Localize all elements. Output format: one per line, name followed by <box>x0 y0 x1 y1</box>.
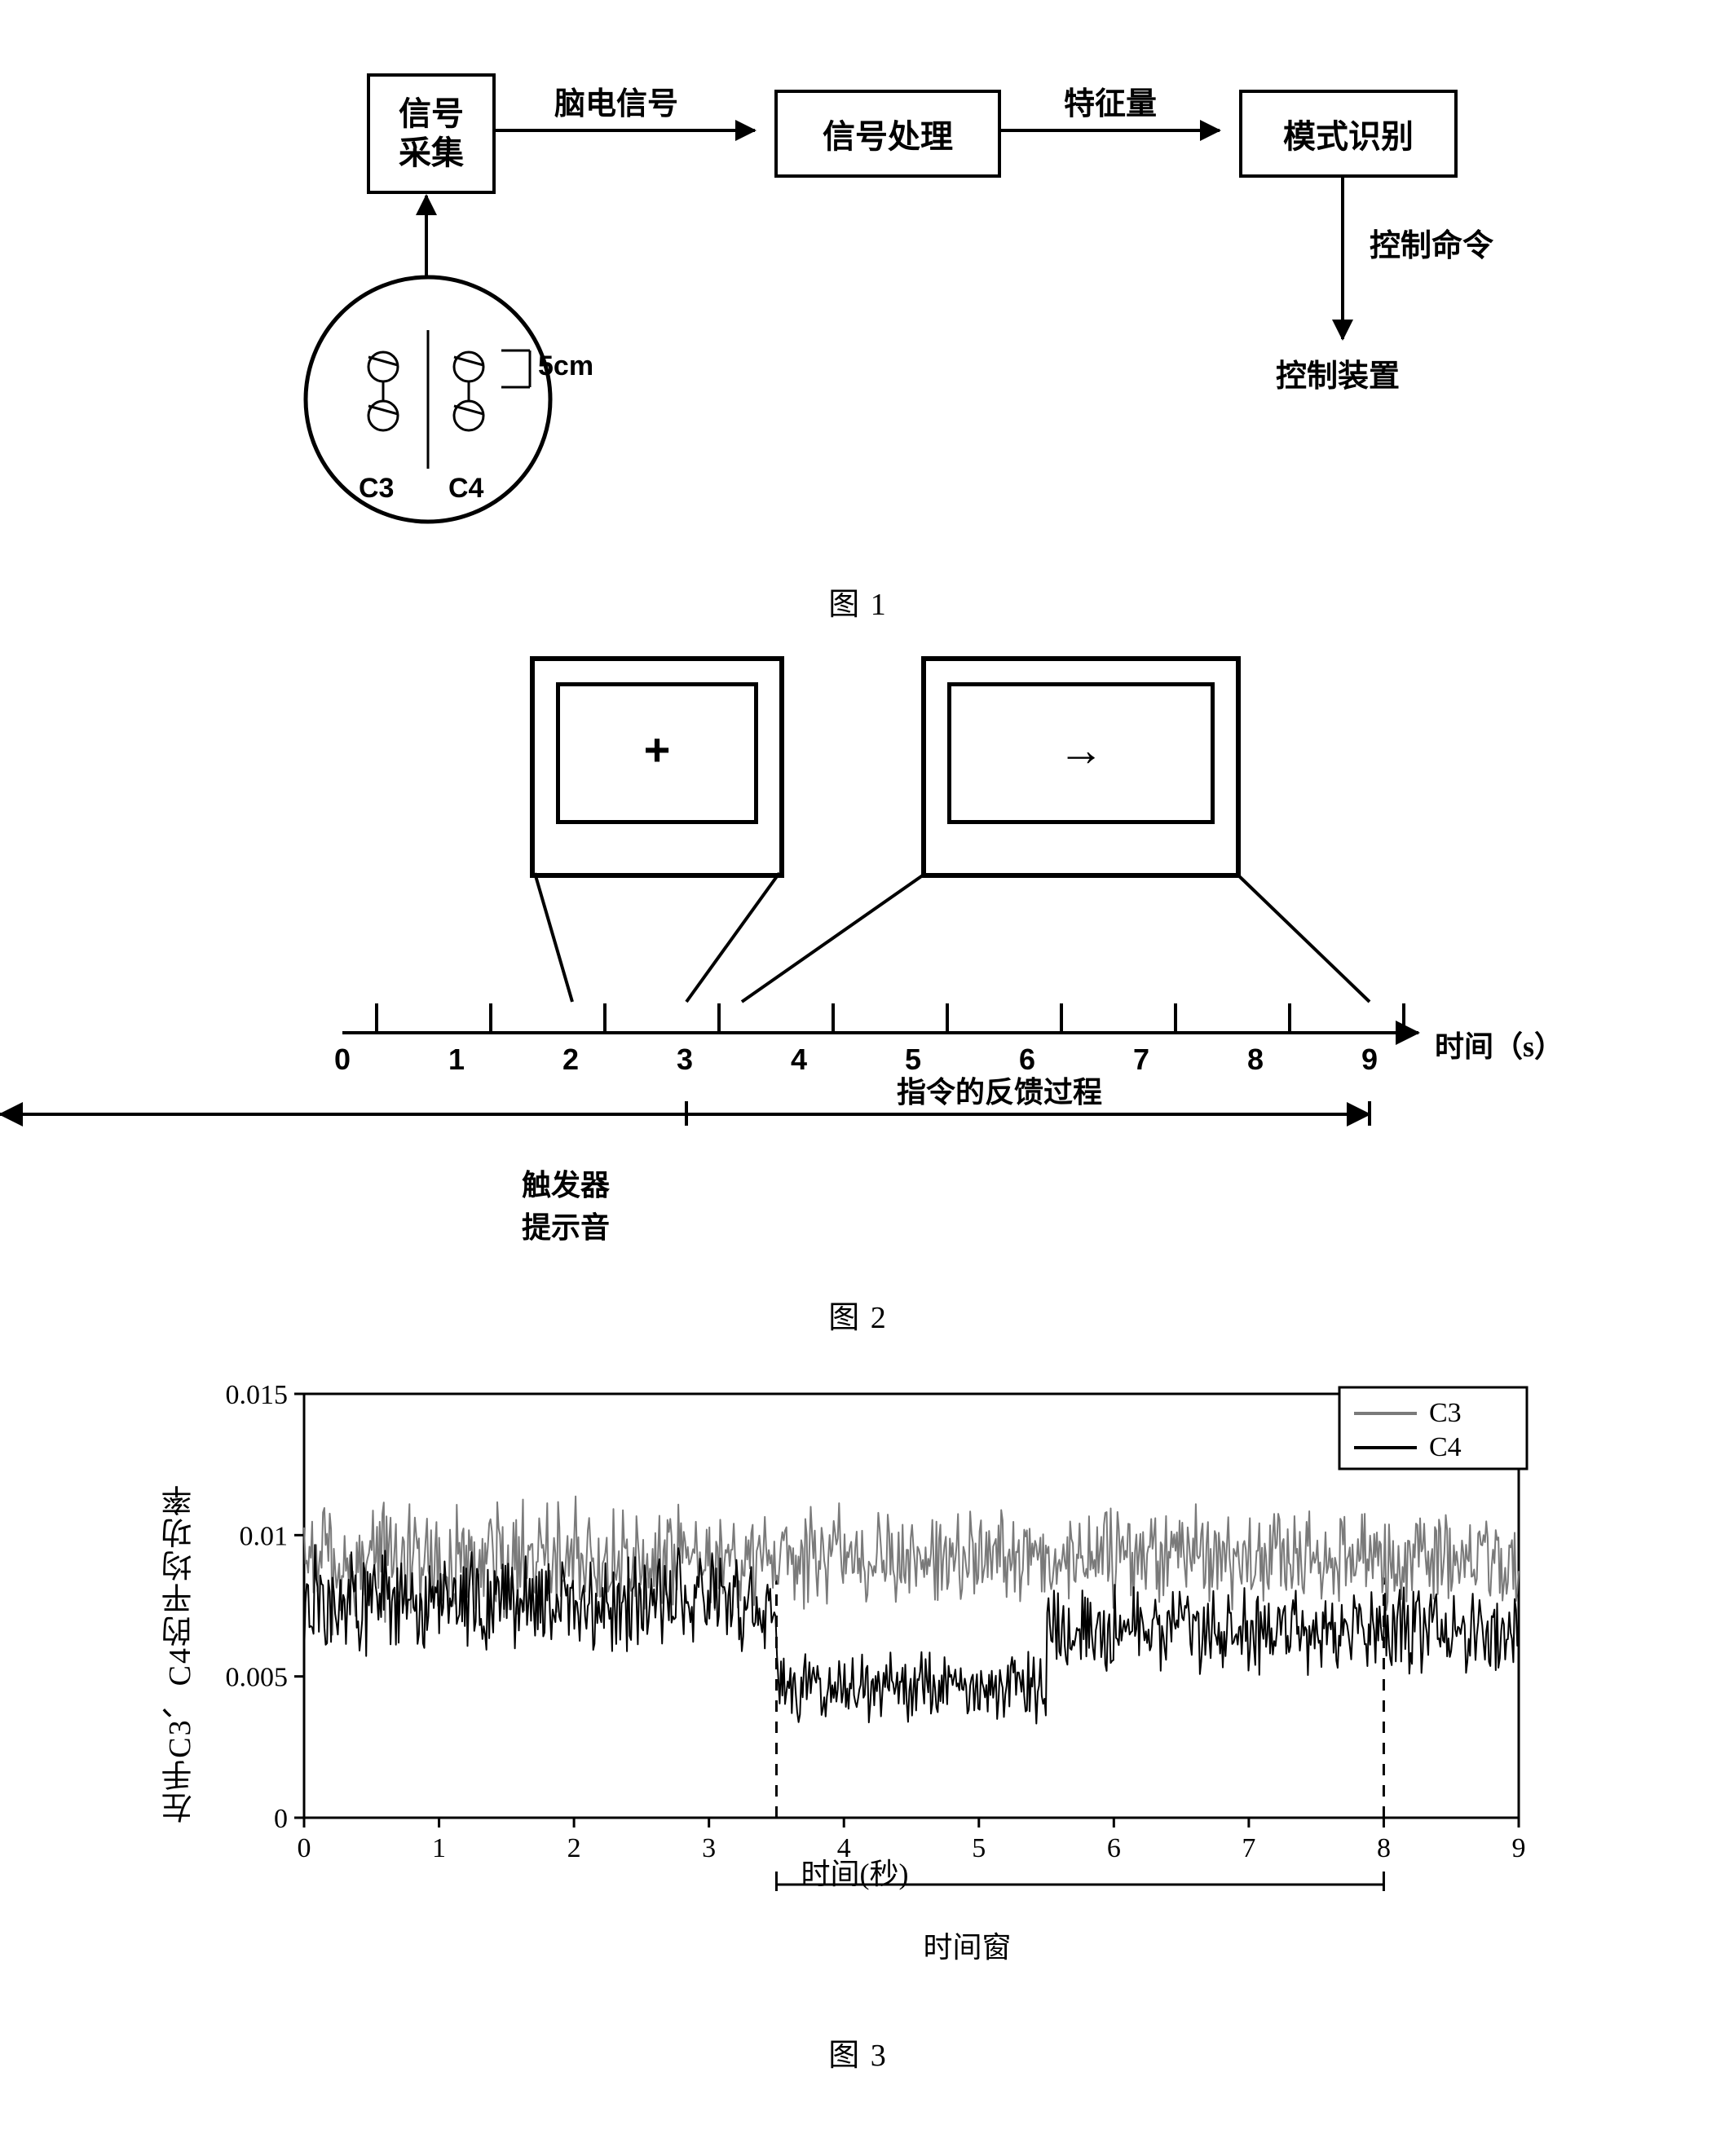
axis-tick <box>375 1003 378 1031</box>
axis-tick <box>603 1003 607 1031</box>
axis-tick <box>1288 1003 1291 1031</box>
label-feedback: 指令的反馈过程 <box>897 1069 1102 1111</box>
axis-tick-label: 6 <box>1019 1043 1035 1077</box>
figure-3: 左手C3、C4的平均功率 00.0050.010.0150123456789C3… <box>165 1369 1551 1956</box>
label-eeg-signal: 脑电信号 <box>554 78 678 123</box>
block-signal-acquisition: 信号 采集 <box>367 73 496 194</box>
caption-fig1: 图 1 <box>98 579 1618 624</box>
axis-tick <box>946 1003 949 1031</box>
caption-fig3: 图 3 <box>98 2030 1618 2074</box>
figure-2: + → 时间（s） 指令的反馈过程 触发器 提示音 0 1 2 3 4 5 6 7 8 9 <box>310 656 1618 1276</box>
svg-text:C4: C4 <box>1429 1432 1462 1462</box>
axis-tick <box>717 1003 721 1031</box>
arrow-feature <box>999 129 1220 132</box>
svg-text:2: 2 <box>567 1833 580 1863</box>
label-5cm: 5cm <box>538 351 593 382</box>
svg-text:3: 3 <box>702 1833 716 1863</box>
axis-tick <box>1174 1003 1177 1031</box>
svg-text:0: 0 <box>274 1804 288 1834</box>
svg-text:5: 5 <box>972 1833 986 1863</box>
feedback-cap-l <box>685 1101 688 1126</box>
axis-label-time: 时间（s） <box>1435 1023 1564 1065</box>
svg-text:6: 6 <box>1106 1833 1120 1863</box>
axis-tick <box>832 1003 835 1031</box>
arrow-command <box>1341 176 1344 339</box>
label-command: 控制命令 <box>1370 220 1493 265</box>
svg-text:9: 9 <box>1511 1833 1525 1863</box>
axis-tick <box>1060 1003 1063 1031</box>
figure-1: 信号 采集 信号处理 模式识别 控制装置 脑电信号 特征量 控制命令 <box>261 73 1618 579</box>
monitor-cross-screen: + <box>556 682 758 824</box>
axis-tick <box>1402 1003 1405 1031</box>
svg-text:C3: C3 <box>1429 1398 1462 1428</box>
label-c3: C3 <box>359 473 394 505</box>
svg-text:1: 1 <box>432 1833 446 1863</box>
svg-text:7: 7 <box>1242 1833 1255 1863</box>
feedback-back-arrow <box>0 1113 685 1116</box>
axis-tick-label: 7 <box>1133 1043 1149 1077</box>
chart-svg: 00.0050.010.0150123456789C3C4 <box>165 1369 1551 1891</box>
window-label: 时间窗 <box>924 1924 1012 1966</box>
time-axis <box>342 1031 1418 1034</box>
axis-tick-label: 4 <box>791 1043 807 1077</box>
label-feature: 特征量 <box>1064 78 1157 123</box>
axis-tick-label: 2 <box>562 1043 579 1077</box>
monitor-arrow-screen: → <box>947 682 1215 824</box>
axis-tick-label: 5 <box>905 1043 921 1077</box>
axis-tick-label: 3 <box>677 1043 693 1077</box>
block-pattern-recognition: 模式识别 <box>1239 90 1458 178</box>
svg-text:0.01: 0.01 <box>239 1521 288 1551</box>
axis-tick-label: 1 <box>448 1043 465 1077</box>
arrow-head-to-acq <box>425 196 428 277</box>
caption-fig2: 图 2 <box>98 1292 1618 1337</box>
monitor-cross: + <box>530 656 784 878</box>
axis-tick-label: 0 <box>334 1043 351 1077</box>
feedback-fwd-arrow <box>685 1113 1370 1116</box>
block-control-device: 控制装置 <box>1276 351 1400 395</box>
monitor-arrow: → <box>921 656 1241 878</box>
svg-text:0.005: 0.005 <box>225 1663 288 1693</box>
svg-text:0: 0 <box>297 1833 311 1863</box>
label-trigger-tone: 触发器 提示音 <box>522 1162 610 1246</box>
arrow-eeg <box>494 129 755 132</box>
label-c4: C4 <box>448 473 483 505</box>
svg-text:0.015: 0.015 <box>225 1380 288 1410</box>
chart-y-label: 左手C3、C4的平均功率 <box>157 1484 202 1823</box>
axis-tick <box>489 1003 492 1031</box>
axis-tick-label: 9 <box>1361 1043 1378 1077</box>
svg-text:8: 8 <box>1376 1833 1390 1863</box>
feedback-cap-r <box>1368 1101 1371 1126</box>
chart-x-label: 时间(秒) <box>801 1850 909 1893</box>
block-signal-processing: 信号处理 <box>774 90 1001 178</box>
axis-tick-label: 8 <box>1247 1043 1264 1077</box>
head-schematic <box>285 269 587 530</box>
